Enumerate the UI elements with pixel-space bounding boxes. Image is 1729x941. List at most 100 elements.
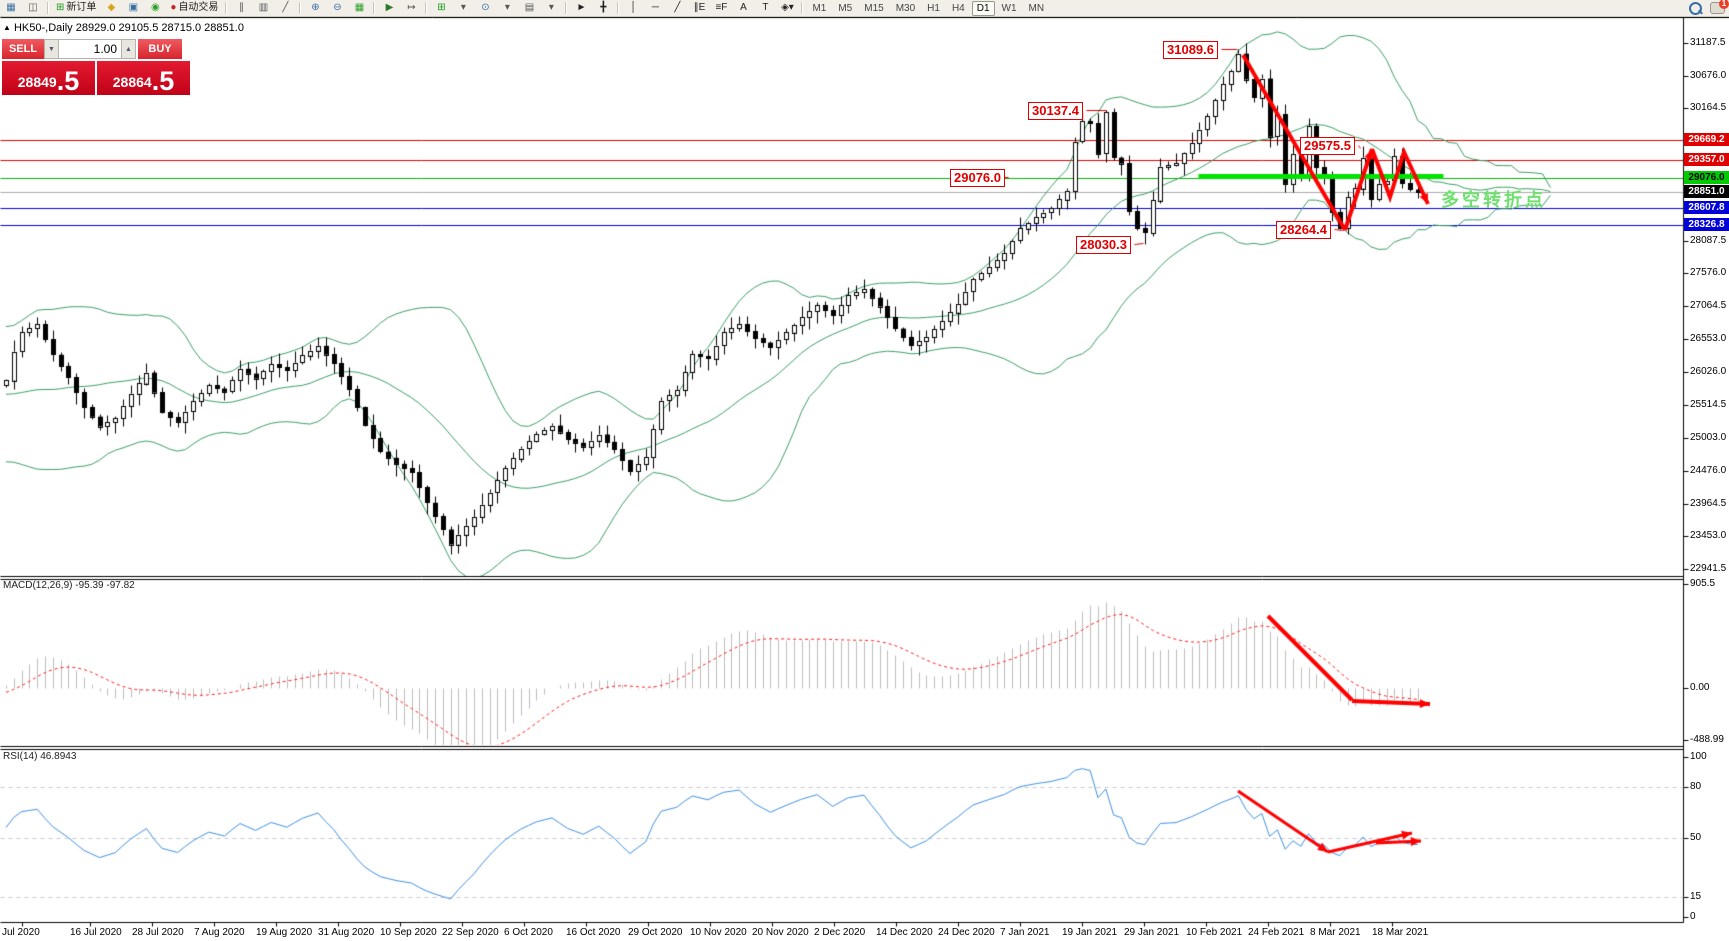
candlestick-button[interactable]: ▥ [253, 0, 273, 16]
templates-icon: ▤ [524, 2, 535, 13]
sell-price-display[interactable]: 28849 .5 [2, 61, 95, 95]
market-icon: ◆ [107, 2, 116, 13]
date-axis-label: 29 Jan 2021 [1124, 927, 1180, 938]
new-order-button[interactable]: ⊞ 新订单 [53, 0, 99, 16]
price-axis-tick: 26026.0 [1690, 366, 1727, 377]
timeframe-button-h4[interactable]: H4 [951, 2, 965, 14]
volume-input[interactable] [59, 39, 121, 59]
timeframe-button-m5[interactable]: M5 [838, 2, 853, 14]
buy-button[interactable]: BUY [138, 39, 182, 59]
signals-button[interactable]: ◉ [145, 0, 165, 16]
timeframe-button-w1[interactable]: W1 [1001, 2, 1017, 14]
cursor-icon: ► [576, 2, 587, 13]
market-button[interactable]: ◆ [101, 0, 121, 16]
date-axis-label: 10 Sep 2020 [380, 927, 437, 938]
price-level-badge: 28851.0 [1684, 185, 1729, 198]
trendline-button[interactable]: ╱ [667, 0, 687, 16]
zoom-in-button[interactable]: ⊕ [305, 0, 325, 16]
timeframe-button-m30[interactable]: M30 [895, 2, 916, 14]
price-callout-label[interactable]: 31089.6 [1163, 41, 1218, 59]
price-level-badge: 28326.8 [1684, 218, 1729, 231]
zoom-in-icon: ⊕ [311, 2, 320, 13]
auto-scroll-button[interactable]: ▶ [379, 0, 399, 16]
macd-axis-tick: 0.00 [1690, 682, 1710, 693]
date-axis-label: 19 Jan 2021 [1062, 927, 1118, 938]
fibonacci-icon: ≡F [715, 2, 728, 13]
date-axis-label: 2 Dec 2020 [814, 927, 866, 938]
price-callout-label[interactable]: 30137.4 [1028, 102, 1083, 120]
horizontal-line-button[interactable]: ─ [645, 0, 665, 16]
indicators-dropdown-button[interactable]: ▾ [453, 0, 473, 16]
toolbar-separator [425, 2, 428, 14]
indicators-button[interactable]: ⊞ [431, 0, 451, 16]
tile-windows-button[interactable]: ▦ [349, 0, 369, 16]
date-axis-label: 6 Oct 2020 [504, 927, 553, 938]
channel-button[interactable]: ∥E [689, 0, 709, 16]
chart-shift-icon: ↦ [407, 2, 416, 13]
crosshair-button[interactable]: ╋ [593, 0, 613, 16]
price-callout-label[interactable]: 29575.5 [1300, 137, 1355, 155]
price-callout-label[interactable]: 29076.0 [950, 169, 1005, 187]
date-axis-label: 10 Nov 2020 [690, 927, 747, 938]
sell-button[interactable]: SELL [2, 39, 44, 59]
bar-chart-button[interactable]: ∥ [231, 0, 251, 16]
text-button[interactable]: A [733, 0, 753, 16]
volume-decrement-button[interactable]: ▼ [44, 39, 59, 59]
date-axis-label: 20 Nov 2020 [752, 927, 809, 938]
arrows-button[interactable]: ◈▾ [777, 0, 797, 16]
tile-windows-icon: ▦ [354, 2, 365, 13]
rsi-indicator-label: RSI(14) 46.8943 [3, 751, 77, 762]
date-axis-label: 16 Jul 2020 [70, 927, 122, 938]
toolbar-separator [299, 2, 302, 14]
autotrade-label: 自动交易 [178, 2, 219, 13]
toolbar-separator [801, 2, 804, 14]
line-chart-button[interactable]: ╱ [275, 0, 295, 16]
price-axis-tick: 22941.5 [1690, 563, 1727, 574]
periods-icon: ⊙ [481, 2, 490, 13]
date-axis-label: 7 Jan 2021 [1000, 927, 1050, 938]
profiles-button[interactable]: ◫ [23, 0, 43, 16]
volume-increment-button[interactable]: ▲ [121, 39, 136, 59]
candlestick-icon: ▥ [258, 2, 269, 13]
periods-button[interactable]: ⊙ [475, 0, 495, 16]
buy-price-fraction: .5 [151, 66, 175, 96]
autotrade-button: ● [170, 2, 177, 13]
label-button[interactable]: T [755, 0, 775, 16]
timeframe-button-d1[interactable]: D1 [971, 0, 995, 16]
new-chart-button[interactable]: ▦ [1, 0, 21, 16]
timeframe-button-m15[interactable]: M15 [864, 2, 884, 14]
search-icon[interactable] [1689, 1, 1702, 15]
zoom-out-button[interactable]: ⊖ [327, 0, 347, 16]
terminal-button[interactable]: ▣ [123, 0, 143, 16]
macd-axis-tick: 905.5 [1690, 578, 1716, 589]
timeframe-button-h1[interactable]: H1 [927, 2, 940, 14]
templates-dropdown-button[interactable]: ▾ [541, 0, 561, 16]
date-axis-label: 31 Aug 2020 [318, 927, 375, 938]
vertical-line-button[interactable]: │ [623, 0, 643, 16]
chart-shift-button[interactable]: ↦ [401, 0, 421, 16]
ohlc-text: HK50-,Daily 28929.0 29105.5 28715.0 2885… [13, 22, 244, 34]
cursor-button[interactable]: ► [571, 0, 591, 16]
timeframe-button-mn[interactable]: MN [1028, 2, 1045, 14]
toolbar-separator [617, 2, 620, 14]
buy-price-display[interactable]: 28864 .5 [97, 61, 190, 95]
price-axis-tick: 25003.0 [1690, 432, 1727, 443]
price-axis-tick: 23964.5 [1690, 498, 1727, 509]
chat-icon[interactable]: 1 [1710, 0, 1729, 14]
rsi-axis-tick: 80 [1690, 781, 1702, 792]
new-chart-icon: ▦ [6, 2, 16, 13]
price-callout-label[interactable]: 28264.4 [1276, 221, 1331, 239]
price-callout-label[interactable]: 28030.3 [1076, 236, 1131, 254]
turning-point-annotation[interactable]: 多空转折点 [1441, 190, 1546, 210]
templates-button[interactable]: ▤ [519, 0, 539, 16]
date-axis-label: Jul 2020 [2, 927, 40, 938]
signals-icon: ◉ [151, 2, 160, 13]
price-axis-tick: 24476.0 [1690, 465, 1727, 476]
date-axis-label: 28 Jul 2020 [132, 927, 184, 938]
periods-dropdown-button[interactable]: ▾ [497, 0, 517, 16]
rsi-axis-tick: 100 [1690, 751, 1707, 762]
autotrade-button[interactable]: ● 自动交易 [167, 0, 221, 16]
timeframe-button-m1[interactable]: M1 [812, 2, 827, 14]
fibonacci-button[interactable]: ≡F [711, 0, 731, 16]
